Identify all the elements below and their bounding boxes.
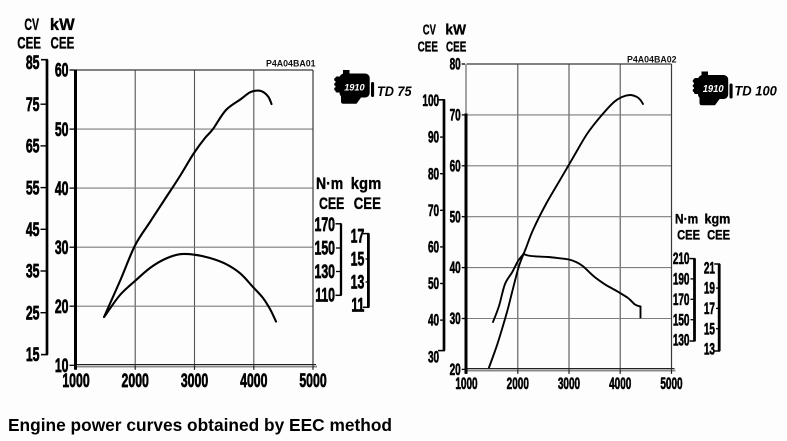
svg-text:kgm: kgm	[351, 175, 382, 193]
svg-text:20: 20	[55, 296, 69, 318]
svg-text:75: 75	[26, 94, 40, 116]
svg-text:P4A04BA01: P4A04BA01	[266, 59, 316, 69]
svg-text:90: 90	[428, 128, 439, 146]
svg-text:4000: 4000	[609, 374, 631, 392]
svg-text:70: 70	[428, 201, 439, 219]
svg-text:Engine power curves obtained b: Engine power curves obtained by EEC meth…	[8, 415, 392, 435]
svg-text:40: 40	[450, 259, 461, 277]
svg-text:3000: 3000	[558, 374, 580, 392]
svg-text:170: 170	[673, 290, 690, 308]
svg-text:CV: CV	[423, 21, 437, 38]
svg-text:4000: 4000	[240, 370, 267, 392]
svg-text:kgm: kgm	[704, 211, 730, 227]
svg-text:15: 15	[351, 249, 365, 271]
svg-text:50: 50	[450, 208, 461, 226]
svg-text:17: 17	[351, 226, 365, 248]
svg-text:P4A04BA02: P4A04BA02	[627, 54, 677, 64]
svg-text:150: 150	[673, 311, 690, 329]
svg-text:CEE: CEE	[446, 38, 466, 55]
svg-text:13: 13	[351, 272, 365, 294]
svg-text:15: 15	[704, 320, 715, 338]
svg-text:80: 80	[450, 55, 461, 73]
svg-text:70: 70	[450, 106, 461, 124]
svg-text:13: 13	[704, 340, 715, 358]
svg-text:CEE: CEE	[418, 38, 438, 55]
svg-text:5000: 5000	[299, 370, 326, 392]
svg-text:25: 25	[26, 303, 40, 325]
svg-text:2000: 2000	[507, 374, 529, 392]
svg-text:N·m: N·m	[316, 175, 343, 193]
svg-text:CEE: CEE	[17, 35, 41, 54]
svg-text:130: 130	[673, 331, 690, 349]
svg-text:50: 50	[428, 275, 439, 293]
svg-text:150: 150	[315, 238, 335, 260]
svg-text:30: 30	[428, 348, 439, 366]
svg-text:210: 210	[673, 250, 690, 268]
svg-text:TD 100: TD 100	[734, 84, 777, 99]
svg-text:190: 190	[673, 270, 690, 288]
svg-text:40: 40	[55, 178, 69, 200]
svg-text:30: 30	[450, 310, 461, 328]
svg-text:1000: 1000	[62, 370, 89, 392]
svg-text:85: 85	[26, 52, 40, 74]
svg-text:55: 55	[26, 178, 40, 200]
svg-text:50: 50	[55, 119, 69, 141]
svg-text:60: 60	[450, 157, 461, 175]
svg-text:60: 60	[55, 60, 69, 82]
svg-text:60: 60	[428, 238, 439, 256]
svg-text:1910: 1910	[344, 83, 365, 94]
svg-text:N·m: N·m	[675, 211, 698, 227]
svg-text:CEE: CEE	[51, 35, 75, 54]
svg-text:1000: 1000	[455, 374, 477, 392]
svg-text:1910: 1910	[703, 84, 724, 95]
svg-text:35: 35	[26, 261, 40, 283]
svg-text:100: 100	[422, 92, 439, 110]
svg-text:2000: 2000	[122, 370, 149, 392]
svg-text:110: 110	[315, 285, 335, 307]
svg-text:15: 15	[26, 344, 40, 366]
svg-text:45: 45	[26, 219, 40, 241]
svg-text:kW: kW	[445, 22, 466, 39]
svg-text:19: 19	[704, 279, 715, 297]
svg-text:30: 30	[55, 237, 69, 259]
svg-text:CV: CV	[24, 14, 39, 33]
svg-text:5000: 5000	[660, 374, 682, 392]
svg-text:17: 17	[704, 300, 715, 318]
svg-text:TD 75: TD 75	[377, 84, 412, 99]
svg-text:CEE: CEE	[677, 227, 700, 242]
svg-text:170: 170	[315, 214, 335, 236]
svg-text:65: 65	[26, 136, 40, 158]
svg-text:20: 20	[450, 361, 461, 379]
svg-text:10: 10	[55, 355, 69, 377]
svg-text:kW: kW	[50, 16, 75, 34]
svg-text:CEE: CEE	[319, 195, 345, 213]
svg-text:CEE: CEE	[707, 227, 730, 242]
svg-text:130: 130	[315, 261, 335, 283]
svg-text:3000: 3000	[181, 370, 208, 392]
svg-text:21: 21	[704, 259, 715, 277]
svg-text:40: 40	[428, 311, 439, 329]
svg-text:CEE: CEE	[354, 194, 381, 213]
svg-text:80: 80	[428, 165, 439, 183]
svg-text:11: 11	[351, 295, 364, 317]
